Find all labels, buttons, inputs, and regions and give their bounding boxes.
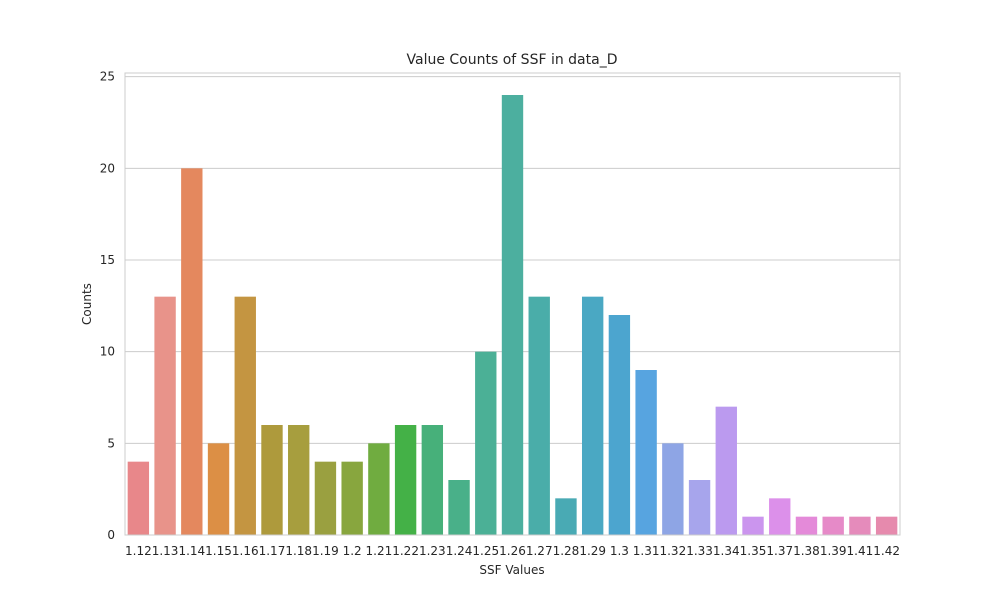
y-tick-label: 25	[100, 70, 115, 84]
bar	[154, 296, 176, 535]
y-tick-labels: 0 5 10 15 20 25	[100, 70, 115, 542]
x-tick-label: 1.24	[446, 544, 473, 558]
bar	[555, 498, 577, 535]
x-tick-label: 1.16	[232, 544, 259, 558]
bar	[849, 516, 871, 535]
bar	[769, 498, 791, 535]
bar	[261, 425, 283, 535]
bar	[822, 516, 844, 535]
bar	[875, 516, 898, 535]
bar	[181, 168, 203, 536]
x-tick-label: 1.15	[205, 544, 232, 558]
x-tick-label: 1.27	[526, 544, 553, 558]
x-tick-label: 1.3	[610, 544, 629, 558]
x-tick-label: 1.17	[259, 544, 286, 558]
bar	[394, 425, 417, 535]
x-tick-label: 1.32	[659, 544, 686, 558]
bar	[528, 296, 550, 535]
x-axis-label: SSF Values	[479, 563, 544, 577]
x-tick-label: 1.29	[579, 544, 606, 558]
y-tick-label: 10	[100, 345, 115, 359]
chart-title: Value Counts of SSF in data_D	[407, 52, 618, 68]
bar	[207, 443, 230, 535]
x-tick-label: 1.2	[343, 544, 362, 558]
plot-border	[124, 72, 901, 536]
y-tick-label: 15	[100, 253, 115, 267]
x-tick-label: 1.34	[713, 544, 740, 558]
x-tick-label: 1.28	[553, 544, 580, 558]
x-tick-label: 1.19	[312, 544, 339, 558]
bar	[448, 480, 470, 535]
bar	[341, 461, 363, 535]
bar	[421, 425, 444, 535]
bars	[127, 95, 898, 536]
y-tick-label: 5	[107, 436, 115, 450]
bar	[608, 315, 631, 535]
y-tick-label: 0	[107, 528, 115, 542]
y-axis-label: Counts	[80, 283, 94, 325]
bar	[662, 443, 684, 535]
bar	[288, 425, 310, 535]
x-tick-label: 1.21	[366, 544, 393, 558]
bar	[475, 351, 497, 535]
plot-frame	[124, 72, 901, 536]
x-tick-label: 1.39	[820, 544, 847, 558]
x-tick-labels: 1.12 1.13 1.14 1.15 1.16 1.17 1.18 1.19 1.2 1.21 1…	[125, 544, 900, 558]
bar	[314, 461, 337, 535]
x-tick-label: 1.41	[847, 544, 874, 558]
bar	[127, 461, 150, 535]
x-tick-label: 1.25	[472, 544, 499, 558]
bar	[581, 296, 604, 535]
x-tick-label: 1.23	[419, 544, 446, 558]
x-tick-label: 1.22	[392, 544, 419, 558]
bar	[234, 296, 256, 535]
x-tick-label: 1.13	[152, 544, 179, 558]
x-tick-label: 1.35	[740, 544, 767, 558]
bar	[368, 443, 390, 535]
x-tick-label: 1.42	[873, 544, 900, 558]
bar	[501, 95, 524, 535]
bar	[795, 516, 818, 535]
x-tick-label: 1.14	[178, 544, 205, 558]
bar	[715, 406, 737, 535]
x-tick-label: 1.31	[633, 544, 660, 558]
x-tick-label: 1.38	[793, 544, 820, 558]
x-tick-label: 1.18	[285, 544, 312, 558]
bar	[742, 516, 764, 535]
y-tick-label: 20	[100, 161, 115, 175]
x-tick-label: 1.12	[125, 544, 152, 558]
x-tick-label: 1.33	[686, 544, 713, 558]
x-tick-label: 1.26	[499, 544, 526, 558]
x-tick-label: 1.37	[766, 544, 793, 558]
bar	[688, 480, 711, 535]
bar	[635, 370, 657, 535]
